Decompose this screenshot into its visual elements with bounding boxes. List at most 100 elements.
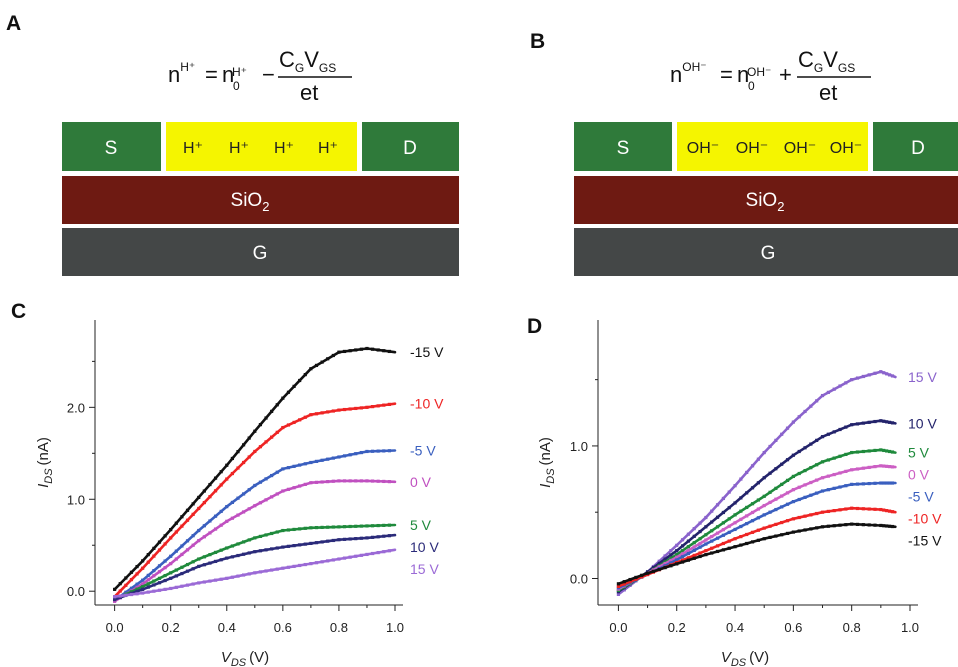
chart-c-series-10v-point <box>370 535 375 539</box>
chart-c-series-5v-point <box>219 548 223 552</box>
chart-d-series-0v-point <box>657 565 661 569</box>
chart-d-series-neg15v-point <box>780 533 784 537</box>
chart-c-series-neg15v-point <box>258 423 263 427</box>
chart-d-series-0v-point <box>669 558 673 563</box>
chart-c-series-10v-point <box>348 537 352 541</box>
chart-c-series-neg15v-point <box>247 436 251 440</box>
chart-d-series-10v-point <box>826 432 830 436</box>
chart-d-series-neg15v-point <box>791 530 795 534</box>
chart-d-series-0v-point <box>745 514 749 518</box>
chart-c-series-5v-point <box>292 527 296 532</box>
chart-c-series-neg15v-point <box>163 534 167 538</box>
chart-d-series-neg10v-point <box>815 511 819 516</box>
chart-c-series-5v-point <box>191 560 195 564</box>
chart-c-series-neg5v-point <box>208 519 212 523</box>
chart-d-series-15v-point <box>820 393 825 398</box>
chart-d-series-10v-point <box>780 462 784 466</box>
chart-d-series-neg10v-point <box>733 537 737 541</box>
chart-c-series-15v-point <box>236 574 240 578</box>
chart-d-series-neg5v-point <box>750 519 755 523</box>
chart-c-series-15v-point <box>208 579 212 583</box>
equation-a-rhs: n <box>222 62 234 87</box>
chart-d-series-5v-point <box>873 448 877 453</box>
chart-d-series-neg15v-point <box>704 553 708 557</box>
chart-c-series-15v-point <box>163 587 167 591</box>
chart-c-x-tick-label: 0.0 <box>106 620 124 635</box>
chart-d-series-5v-point <box>882 448 886 453</box>
chart-c-series-10v-label: 10 V <box>410 539 439 555</box>
chart-c-series-10v-point <box>135 589 139 593</box>
chart-c-series-neg15v-point <box>185 508 190 512</box>
chart-c-series-5v-label: 5 V <box>410 517 432 533</box>
chart-c-series-10v-point <box>359 536 363 540</box>
chart-d-series-neg5v-point <box>669 561 673 565</box>
chart-c-series-5v-point <box>320 525 324 530</box>
chart-d-series-neg15v-point <box>867 523 871 527</box>
chart-c-series-neg15v-point <box>129 570 134 574</box>
chart-c-series-15v-point <box>348 555 352 559</box>
chart-c-series-10v-point <box>275 546 279 550</box>
chart-c-series-neg5v-point <box>258 480 263 484</box>
chart-c-series-0v-point <box>236 513 240 517</box>
chart-c-series-5v-point <box>270 531 274 536</box>
chart-c-series-5v-point <box>208 553 212 557</box>
chart-c-series-0v-point <box>113 599 117 603</box>
chart-d-series-neg5v-point <box>675 558 679 562</box>
chart-d-series-neg15v-point <box>890 524 895 529</box>
chart-c-series-neg15v-point <box>314 363 319 368</box>
chart-d-series-neg15v-point <box>844 523 848 527</box>
chart-d-series-neg10v-point <box>826 509 830 514</box>
chart-c-series-5v-point <box>348 524 352 529</box>
chart-c-series-neg10v-point <box>354 406 358 411</box>
chart-c-series-neg15v-label: -15 V <box>410 344 444 360</box>
chart-d-series-0v-point <box>791 488 795 492</box>
chart-c-series-neg10v-point <box>376 404 380 408</box>
chart-c-series-neg5v-point <box>370 449 375 453</box>
chart-d-series-10v-point <box>704 525 708 529</box>
chart-d-series-5v-point <box>698 537 702 541</box>
chart-d-series-neg10v-point <box>809 513 813 517</box>
chart-c-series-10v-point <box>387 534 391 538</box>
chart-d-series-neg5v-point <box>887 481 892 485</box>
chart-d-series-15v-point <box>885 372 889 376</box>
equation-a-operator: − <box>262 62 275 87</box>
chart-d-series-5v-point <box>791 474 795 479</box>
chart-c-series-0v-label: 0 V <box>410 474 432 490</box>
chart-d-series-10v-point <box>890 421 895 425</box>
ion-b-1: OH⁻ <box>687 140 719 157</box>
chart-d-series-0v-point <box>680 552 685 556</box>
chart-c-series-5v-point <box>331 525 335 529</box>
equation-b-num-c: C <box>798 47 814 72</box>
chart-c-series-neg5v-point <box>292 464 296 468</box>
chart-d-x-tick-label: 0.0 <box>609 620 627 635</box>
chart-d-series-neg15v-point <box>838 523 842 527</box>
chart-c-series-0v-point <box>365 479 369 483</box>
equation-a-equals: = <box>205 62 218 87</box>
chart-d-series-neg15v-point <box>628 577 632 582</box>
chart-c-series-15v-point <box>219 577 223 581</box>
chart-c-series-5v-point <box>275 530 279 534</box>
chart-c-series-5v-point <box>152 579 156 583</box>
chart-c-series-neg5v-point <box>180 544 184 548</box>
chart-c-series-neg10v-point <box>230 471 234 476</box>
chart-d-series-neg15v-point <box>640 573 644 577</box>
chart-c-series-neg5v-point <box>152 569 156 573</box>
chart-d-series-5v-label: 5 V <box>908 445 930 461</box>
chart-c-series-neg5v-point <box>270 473 274 478</box>
chart-d-series-neg15v-point <box>826 524 830 528</box>
chart-c-series-neg5v-point <box>281 467 285 471</box>
chart-d-series-0v-point <box>715 531 720 535</box>
equation-a-num-csub: G <box>295 61 304 75</box>
chart-c-series-15v-point <box>241 573 246 577</box>
chart-c-series-neg5v-point <box>359 450 363 455</box>
chart-d-series-15v-point <box>890 374 895 378</box>
chart-c-series-10v-point <box>286 544 291 548</box>
chart-c-series-neg10v-point <box>197 506 201 511</box>
chart-c-series-15v-point <box>129 592 134 597</box>
chart-d-series-0v-point <box>832 472 836 477</box>
chart-c-series-neg15v-point <box>124 576 128 580</box>
chart-c-series-15v-point <box>376 550 380 555</box>
chart-d-series-neg5v-point <box>815 491 819 495</box>
chart-d-series-0v-point <box>698 541 702 546</box>
chart-d-series-0v-point <box>774 497 778 501</box>
